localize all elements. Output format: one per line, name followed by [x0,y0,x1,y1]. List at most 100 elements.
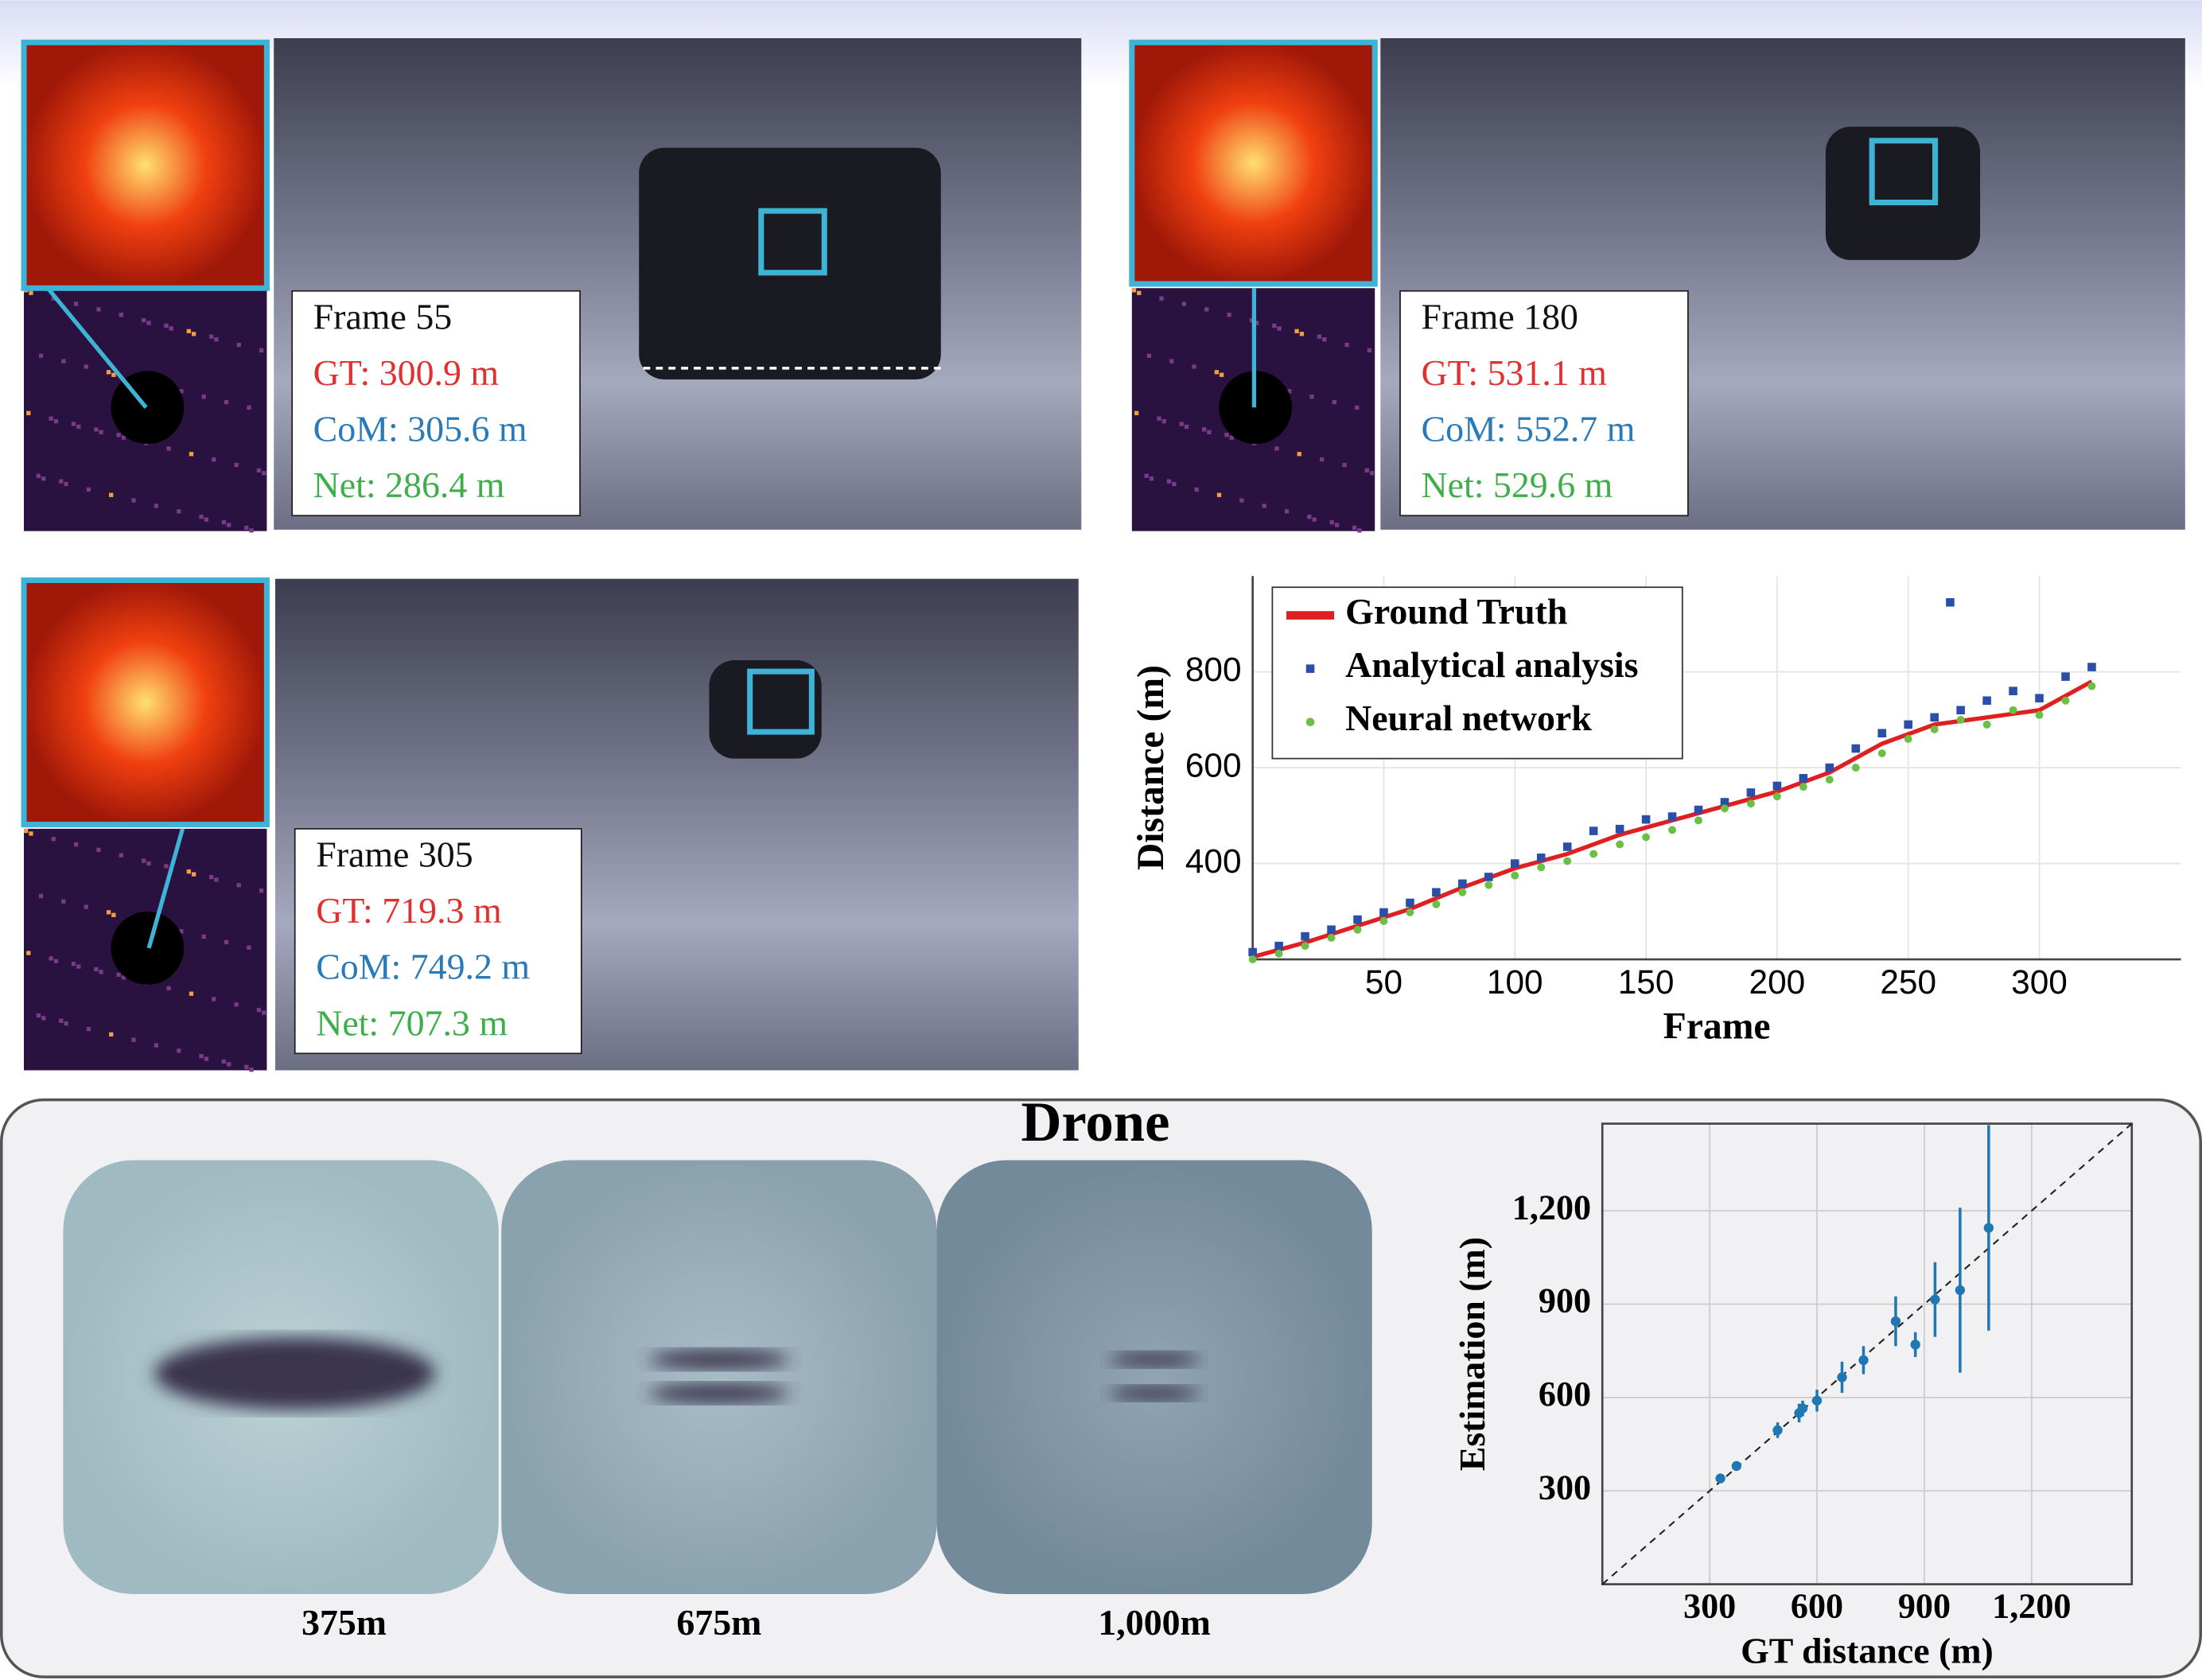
car [709,660,821,759]
photon-dot [109,1032,113,1036]
photon-dot [204,517,208,521]
data-point [1668,812,1677,821]
photon-dot [1157,417,1161,421]
photon-dot [257,1008,261,1012]
x-tick-label: 100 [1487,963,1543,1001]
photon-dot [29,291,33,295]
photon-dot [1185,425,1189,429]
data-point [1379,908,1388,917]
photon-dot [111,913,115,917]
data-point [1616,841,1624,849]
photon-dot [187,869,191,873]
photon-dot [1202,427,1206,431]
photon-dot [247,946,251,950]
photon-dot [247,406,251,410]
photon-dot [1182,301,1186,305]
photon-dot [84,364,88,368]
info-net: Net: 286.4 m [313,465,505,505]
photon-dot [109,493,113,497]
photon-dot [49,417,53,421]
info-frame: Frame 305 [316,834,473,874]
photon-dot [1132,288,1136,292]
photon-dot [64,1021,68,1025]
data-point [1878,749,1886,757]
photon-dot [96,307,100,311]
photon-dot [244,1065,248,1069]
photon-dot [94,967,98,971]
photon-dot [177,1048,181,1052]
data-point [1328,934,1336,942]
data-point [1694,816,1702,824]
photon-dot [61,359,65,363]
photon-dot [59,479,63,483]
x-tick-label: 900 [1898,1587,1951,1626]
photon-dot [26,951,30,955]
info-com: CoM: 749.2 m [316,947,530,987]
photon-dot [166,446,170,450]
photon-dot [166,986,170,990]
photon-dot [29,831,33,835]
y-axis-label: Distance (m) [1130,665,1172,870]
photon-dot [1335,523,1339,527]
data-point [1301,942,1309,950]
photon-dot [117,433,121,437]
photon-dot [222,520,226,524]
photon-dot [192,332,196,336]
data-point [1353,916,1362,924]
data-point [1274,942,1283,951]
photon-dot [146,321,150,325]
photon-dot [146,861,150,865]
x-tick-label: 200 [1749,963,1806,1001]
data-point [1911,1340,1920,1349]
photon-dot [142,318,146,322]
photon-dot [99,430,103,434]
photon-dot [87,488,91,492]
data-point [1354,926,1362,934]
x-axis-label: GT distance (m) [1741,1630,1994,1670]
photon-dot [1169,359,1173,363]
photon-dot [202,935,206,939]
x-tick-label: 300 [2011,963,2068,1001]
photon-dot [257,469,261,472]
heatmap [1132,42,1375,284]
y-tick-label: 300 [1539,1468,1591,1507]
data-point [1772,1425,1782,1435]
photon-dot [1272,324,1276,328]
photon-dot [1134,411,1138,415]
photon-dot [189,992,193,996]
photon-dot [72,422,76,426]
data-point [1877,729,1886,737]
x-tick-label: 250 [1880,963,1936,1001]
data-point [1432,900,1440,908]
photon-dot [96,848,100,852]
drone-title: Drone [1021,1091,1169,1153]
legend-swatch [1306,718,1315,726]
data-point [1858,1355,1868,1365]
photon-dot [227,1062,231,1066]
photon-dot [39,354,43,358]
drone-label: 675m [676,1602,761,1643]
info-gt: GT: 300.9 m [313,352,499,393]
data-point [1715,1473,1725,1483]
photon-dot [1330,520,1334,524]
photon-dot [154,504,158,508]
photon-dot [41,476,45,480]
data-point [1931,725,1939,733]
data-point [1812,1396,1822,1406]
drone-shape [1110,1386,1200,1401]
photon-dot [1192,364,1196,368]
photon-dot [1159,297,1163,301]
photon-dot [49,956,53,960]
photon-dot [1224,433,1228,437]
photon-dot [187,329,191,333]
photon-dot [222,1060,226,1064]
photon-dot [1180,422,1184,426]
photon-dot [1370,471,1374,475]
data-point [1732,1461,1741,1471]
data-point [1930,714,1939,722]
photon-dot [237,343,241,347]
data-point [2087,663,2096,671]
data-point [1747,799,1755,807]
data-point [1721,804,1729,812]
photon-dot [1317,335,1321,339]
